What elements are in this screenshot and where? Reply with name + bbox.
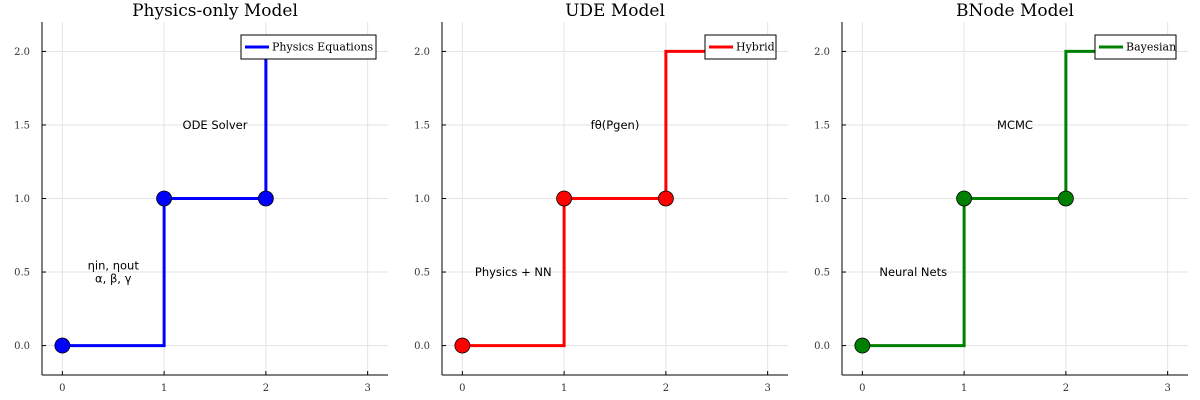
x-tick-label: 3 <box>1164 383 1170 394</box>
chart-title: Physics-only Model <box>132 1 298 21</box>
data-point <box>556 190 573 207</box>
legend-label: Hybrid <box>736 41 775 54</box>
x-tick-label: 3 <box>364 383 370 394</box>
x-tick-label: 2 <box>1063 383 1069 394</box>
annotation-text: ηin, ηout <box>88 259 140 273</box>
legend: Bayesian <box>1094 34 1177 60</box>
x-tick-label: 1 <box>561 383 567 394</box>
chart-panel-2: 0 1 2 3 0.0 0.5 1.0 1.5 2.0 UDE Model fθ(Pgen) Phys… <box>414 1 788 394</box>
series-line-bayesian <box>862 49 1168 348</box>
data-point <box>54 337 71 354</box>
annotation-text: MCMC <box>997 118 1033 132</box>
x-tick-label: 0 <box>859 383 865 394</box>
y-tick-label: 0.5 <box>814 268 830 279</box>
annotation-text: Physics + NN <box>475 265 552 279</box>
y-tick-label: 2.0 <box>14 47 30 58</box>
y-tick-label: 0.0 <box>14 341 30 352</box>
data-point <box>657 190 674 207</box>
chart-title: BNode Model <box>956 1 1074 21</box>
data-point <box>156 190 173 207</box>
legend: Hybrid <box>704 34 777 60</box>
y-tick-label: 0.5 <box>414 268 430 279</box>
annotation-text: fθ(Pgen) <box>591 118 640 132</box>
x-tick-label: 2 <box>263 383 269 394</box>
y-tick-label: 1.5 <box>814 120 830 131</box>
data-point <box>257 190 274 207</box>
x-tick-label: 3 <box>764 383 770 394</box>
data-point <box>956 190 973 207</box>
annotation-text: Neural Nets <box>879 265 947 279</box>
data-point <box>454 337 471 354</box>
legend-label: Physics Equations <box>272 41 374 54</box>
x-tick-label: 1 <box>161 383 167 394</box>
y-tick-label: 1.0 <box>414 194 430 205</box>
chart-panel-1: 0 1 2 3 0.0 0.5 1.0 1.5 2.0 Physics-only Model ODE… <box>14 1 388 394</box>
chart-panel-3: 0 1 2 3 0.0 0.5 1.0 1.5 2.0 BNode Model MCMC Neural… <box>814 1 1188 394</box>
y-tick-label: 0.5 <box>14 268 30 279</box>
legend-label: Bayesian <box>1126 41 1176 54</box>
chart-title: UDE Model <box>565 1 665 21</box>
y-tick-label: 2.0 <box>814 47 830 58</box>
annotation-text: α, β, γ <box>95 272 132 286</box>
y-tick-label: 1.5 <box>14 120 30 131</box>
series-line-hybrid <box>462 49 768 348</box>
x-tick-label: 0 <box>459 383 465 394</box>
x-tick-label: 2 <box>663 383 669 394</box>
y-tick-label: 1.5 <box>414 120 430 131</box>
y-tick-label: 1.0 <box>814 194 830 205</box>
y-tick-label: 0.0 <box>414 341 430 352</box>
y-tick-label: 0.0 <box>814 341 830 352</box>
data-point <box>1057 190 1074 207</box>
annotation-text: ODE Solver <box>183 118 248 132</box>
legend: Physics Equations <box>240 34 377 60</box>
x-tick-label: 0 <box>59 383 65 394</box>
x-tick-label: 1 <box>961 383 967 394</box>
y-tick-label: 2.0 <box>414 47 430 58</box>
y-tick-label: 1.0 <box>14 194 30 205</box>
data-point <box>854 337 871 354</box>
